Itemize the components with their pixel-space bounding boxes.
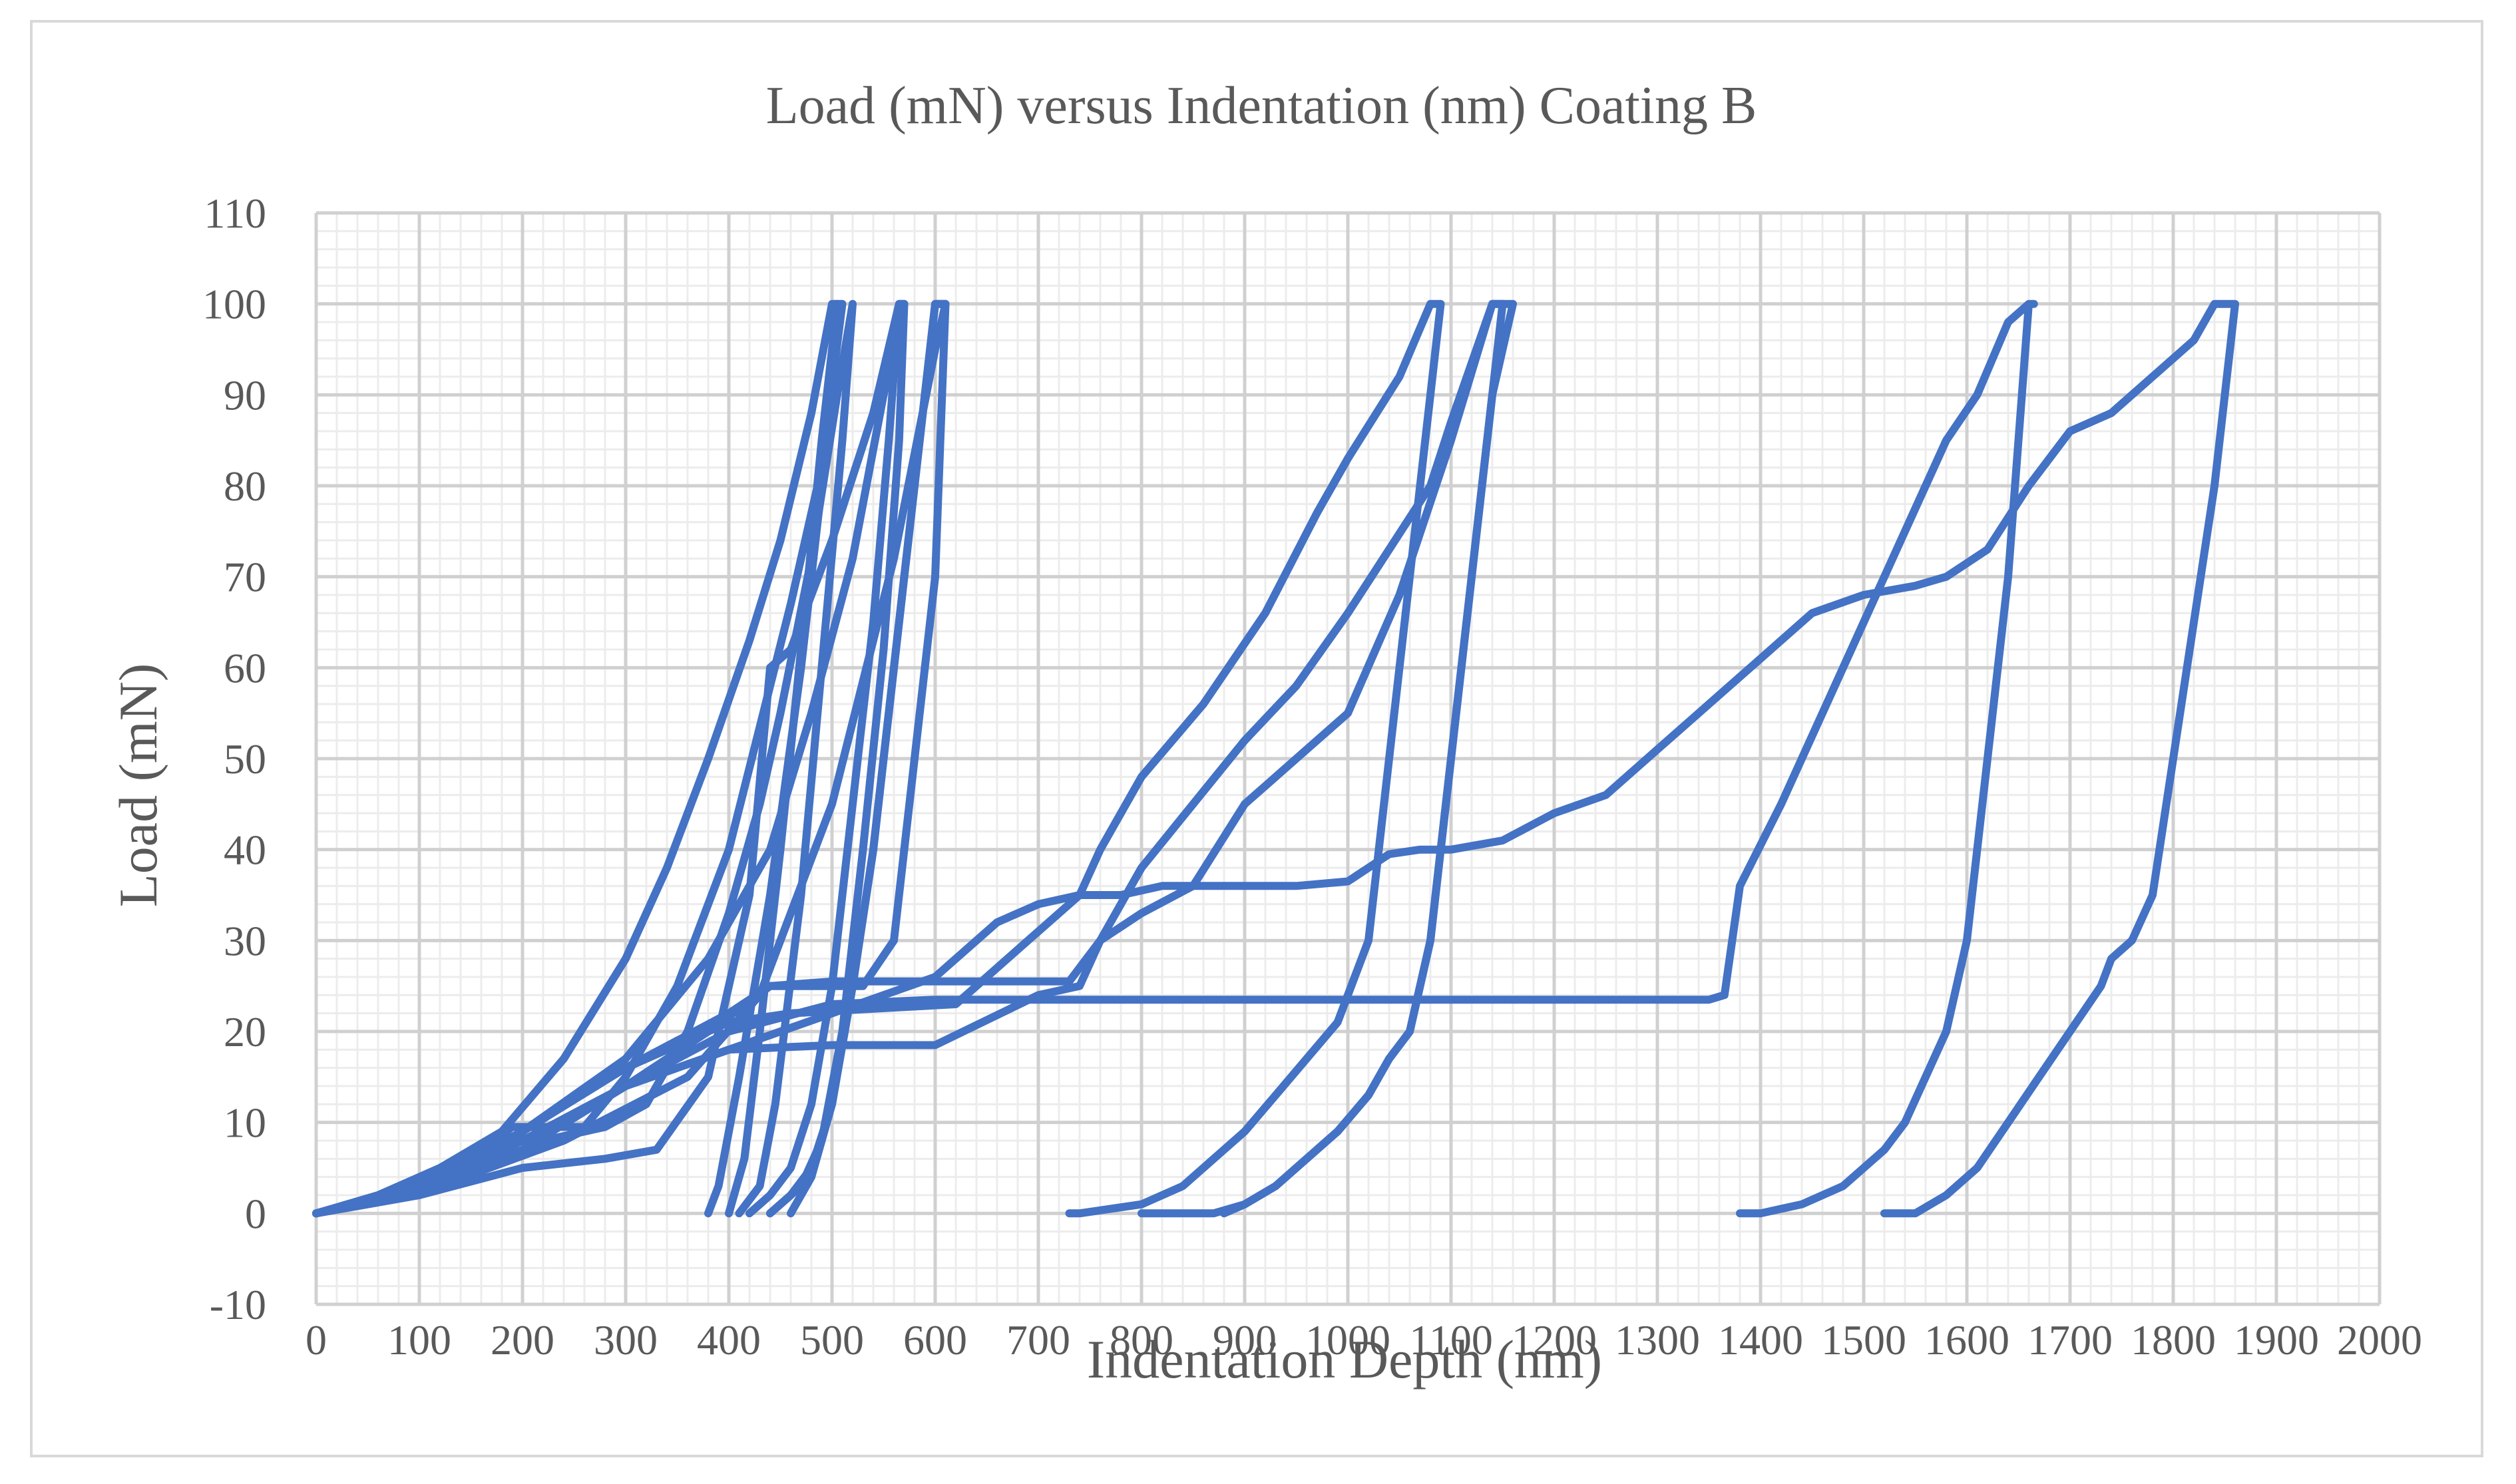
series-line-curve-2 [312, 299, 847, 1218]
x-tick-label: 900 [1213, 1316, 1277, 1364]
x-tick-label: 1500 [1821, 1316, 1906, 1364]
x-tick-label: 400 [697, 1316, 761, 1364]
y-axis-label: Load (mN) [108, 663, 168, 908]
series-line-curve-10 [312, 299, 1517, 1218]
y-tick-label: -10 [210, 1281, 266, 1328]
y-tick-label: 100 [202, 281, 266, 328]
x-tick-label: 1300 [1615, 1316, 1700, 1364]
x-tick-label: 800 [1110, 1316, 1173, 1364]
x-tick-label: 1000 [1305, 1316, 1390, 1364]
y-tick-label: 50 [224, 735, 266, 783]
x-tick-label: 1100 [1409, 1316, 1493, 1364]
chart-title: Load (mN) versus Indentation (nm) Coatin… [766, 77, 1757, 135]
y-tick-label: 110 [204, 190, 266, 237]
x-tick-label: 1400 [1718, 1316, 1803, 1364]
chart-frame [30, 20, 2483, 1457]
series-line-curve-11 [312, 299, 2239, 1218]
x-tick-label: 1600 [1924, 1316, 2009, 1364]
series-line-curve-12 [312, 299, 2038, 1218]
x-tick-label: 100 [387, 1316, 451, 1364]
y-tick-label: 70 [224, 554, 266, 601]
x-tick-label: 600 [903, 1316, 967, 1364]
x-tick-label: 1700 [2027, 1316, 2113, 1364]
y-tick-label: 20 [224, 1008, 266, 1055]
y-tick-label: 80 [224, 463, 266, 510]
x-tick-label: 1900 [2234, 1316, 2319, 1364]
series-line-curve-5 [312, 299, 909, 1218]
y-tick-label: 0 [245, 1190, 266, 1237]
x-tick-label: 200 [491, 1316, 554, 1364]
x-axis-label: Indentation Depth (nm) [1087, 1329, 1602, 1390]
x-tick-label: 1200 [1512, 1316, 1597, 1364]
series-layer [312, 299, 2239, 1218]
y-tick-label: 40 [224, 827, 266, 874]
x-tick-label: 500 [800, 1316, 864, 1364]
x-tick-label: 300 [594, 1316, 658, 1364]
tick-labels: 0 100 200 300 400 500 600 700 800 900 1000 1100 1200… [202, 190, 2422, 1364]
x-tick-label: 2000 [2337, 1316, 2422, 1364]
x-tick-label: 1800 [2131, 1316, 2216, 1364]
y-tick-label: 60 [224, 644, 266, 691]
y-tick-label: 30 [224, 917, 266, 964]
major-grid [314, 211, 2382, 1306]
x-tick-label: 700 [1006, 1316, 1070, 1364]
y-tick-label: 90 [224, 371, 266, 419]
y-tick-label: 10 [224, 1099, 266, 1147]
x-tick-label: 0 [306, 1316, 327, 1364]
